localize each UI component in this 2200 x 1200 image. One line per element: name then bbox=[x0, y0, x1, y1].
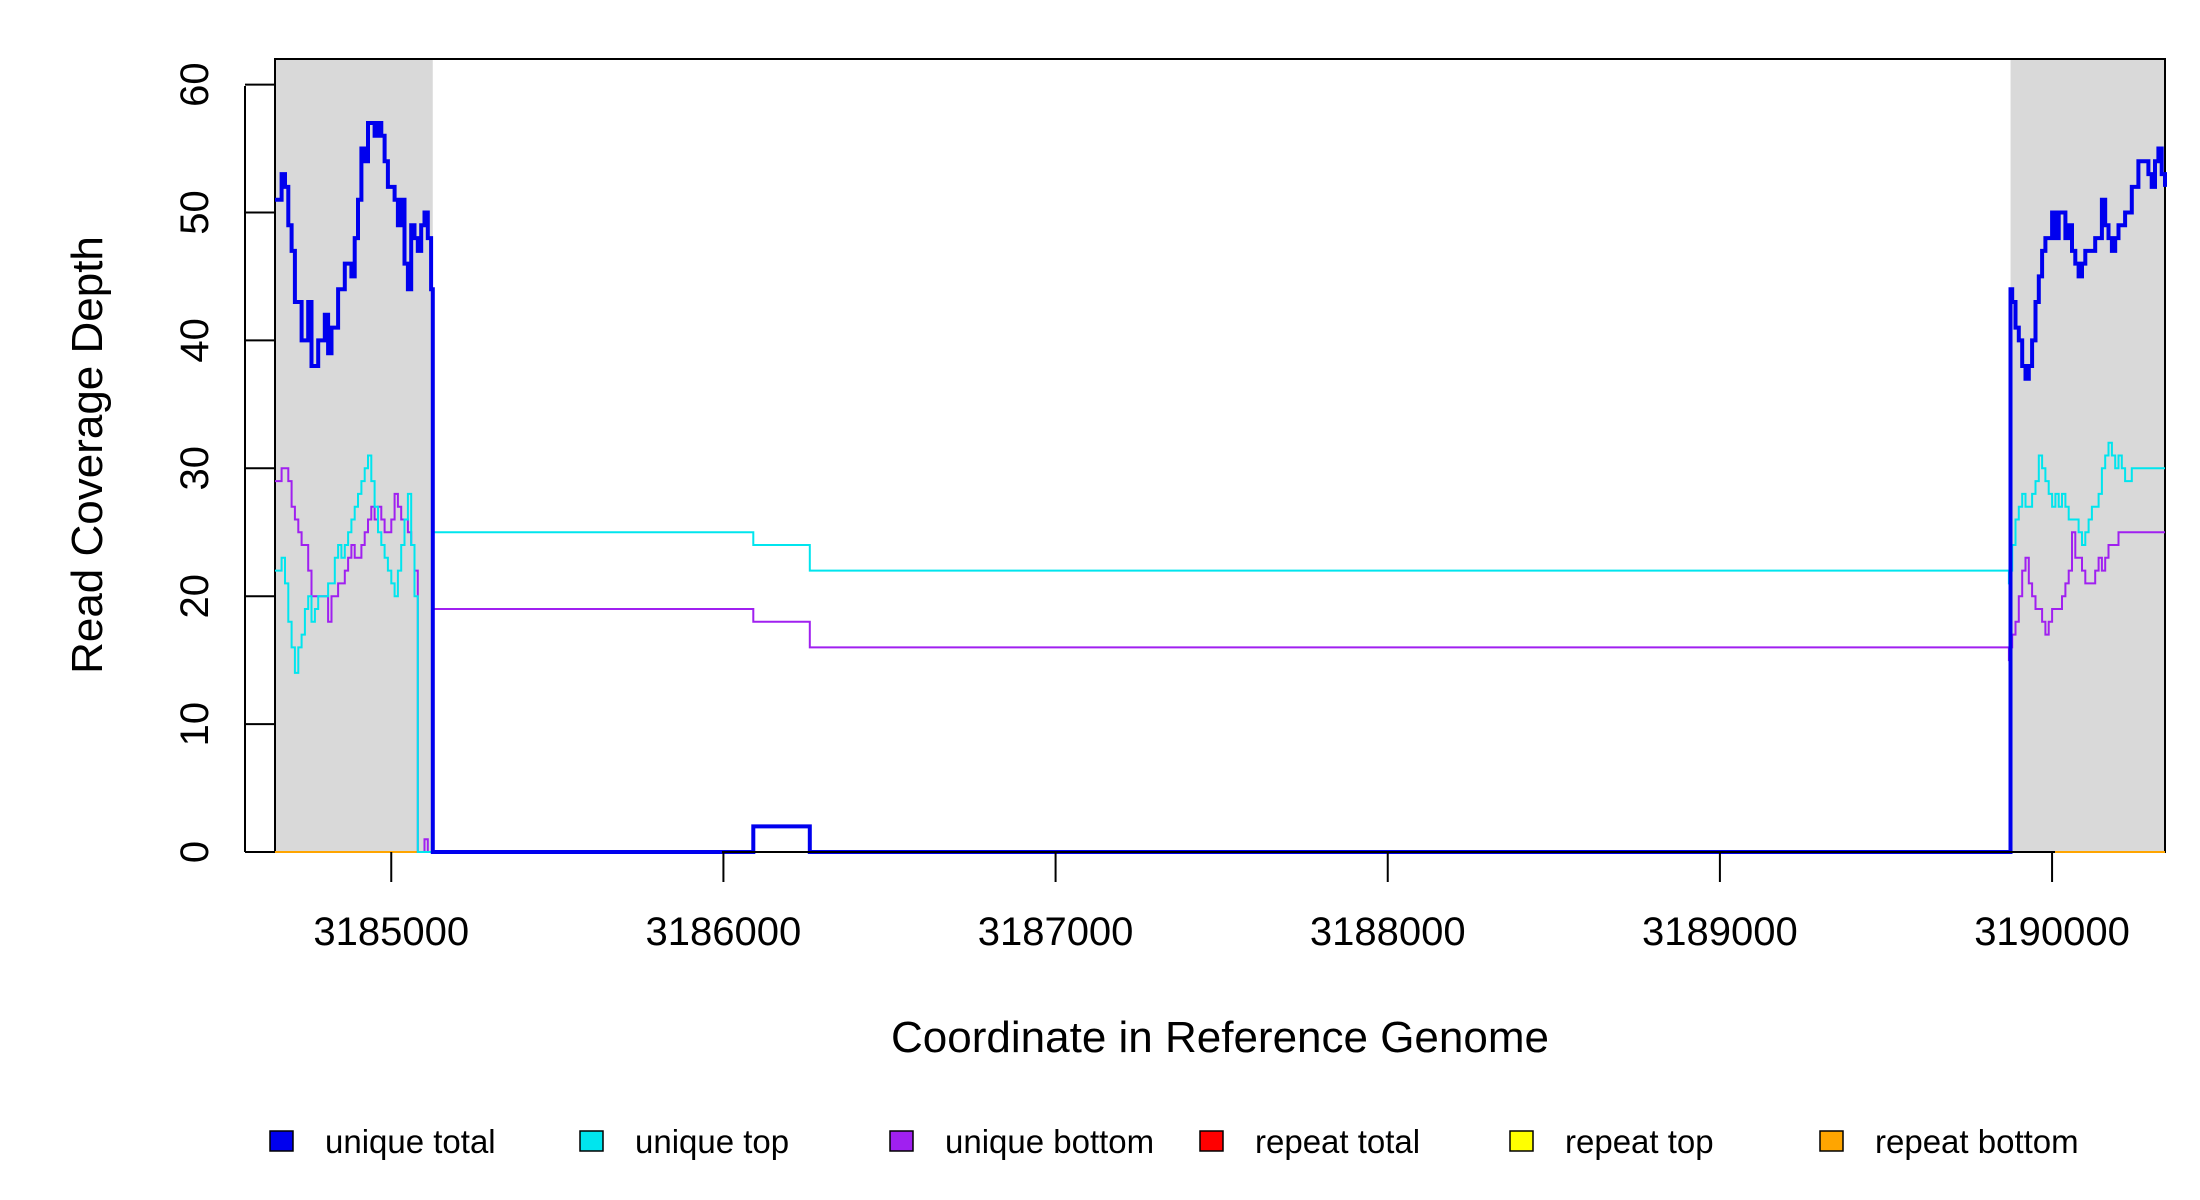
x-tick-label: 3188000 bbox=[1310, 910, 1466, 954]
shaded-region-2 bbox=[2010, 59, 2165, 852]
legend-swatch-repeat-total bbox=[1199, 1130, 1224, 1152]
x-axis-title: Coordinate in Reference Genome bbox=[891, 1013, 1549, 1062]
x-tick-label: 3190000 bbox=[1974, 910, 2130, 954]
legend-label-unique-bottom: unique bottom bbox=[945, 1123, 1154, 1160]
series-lines bbox=[275, 121, 2167, 854]
x-tick-label: 3186000 bbox=[646, 910, 802, 954]
y-tick-label: 0 bbox=[173, 841, 217, 863]
y-tick-label: 60 bbox=[173, 62, 217, 107]
legend-swatch-repeat-bottom bbox=[1819, 1130, 1844, 1152]
shaded-regions bbox=[275, 59, 2165, 852]
legend-label-unique-top: unique top bbox=[635, 1123, 789, 1160]
legend-swatch-unique-top bbox=[579, 1130, 604, 1152]
legend-label-repeat-top: repeat top bbox=[1565, 1123, 1714, 1160]
y-tick-label: 20 bbox=[173, 574, 217, 619]
plot-frame bbox=[274, 58, 2166, 853]
legend-swatch-repeat-top bbox=[1509, 1130, 1534, 1152]
series-line-unique-bottom bbox=[275, 467, 2165, 853]
legend-swatch-unique-total bbox=[269, 1130, 294, 1152]
x-tick-label: 3187000 bbox=[978, 910, 1134, 954]
y-tick-label: 30 bbox=[173, 446, 217, 491]
legend: unique total unique top unique bottom repea… bbox=[269, 1123, 2079, 1160]
legend-label-repeat-total: repeat total bbox=[1255, 1123, 1420, 1160]
x-axis: 3185000 3186000 3187000 3188000 3189000 31900… bbox=[313, 851, 2130, 954]
x-tick-label: 3189000 bbox=[1642, 910, 1798, 954]
y-tick-label: 40 bbox=[173, 318, 217, 363]
legend-label-unique-total: unique total bbox=[325, 1123, 496, 1160]
y-axis-title: Read Coverage Depth bbox=[63, 236, 112, 674]
y-axis: 0 10 20 30 40 50 60 bbox=[173, 62, 275, 863]
y-tick-label: 50 bbox=[173, 190, 217, 235]
y-tick-label: 10 bbox=[173, 702, 217, 747]
legend-swatch-unique-bottom bbox=[889, 1130, 914, 1152]
shaded-region-1 bbox=[275, 59, 433, 852]
series-line-unique-total bbox=[275, 121, 2167, 854]
x-tick-label: 3185000 bbox=[313, 910, 469, 954]
legend-label-repeat-bottom: repeat bottom bbox=[1875, 1123, 2079, 1160]
